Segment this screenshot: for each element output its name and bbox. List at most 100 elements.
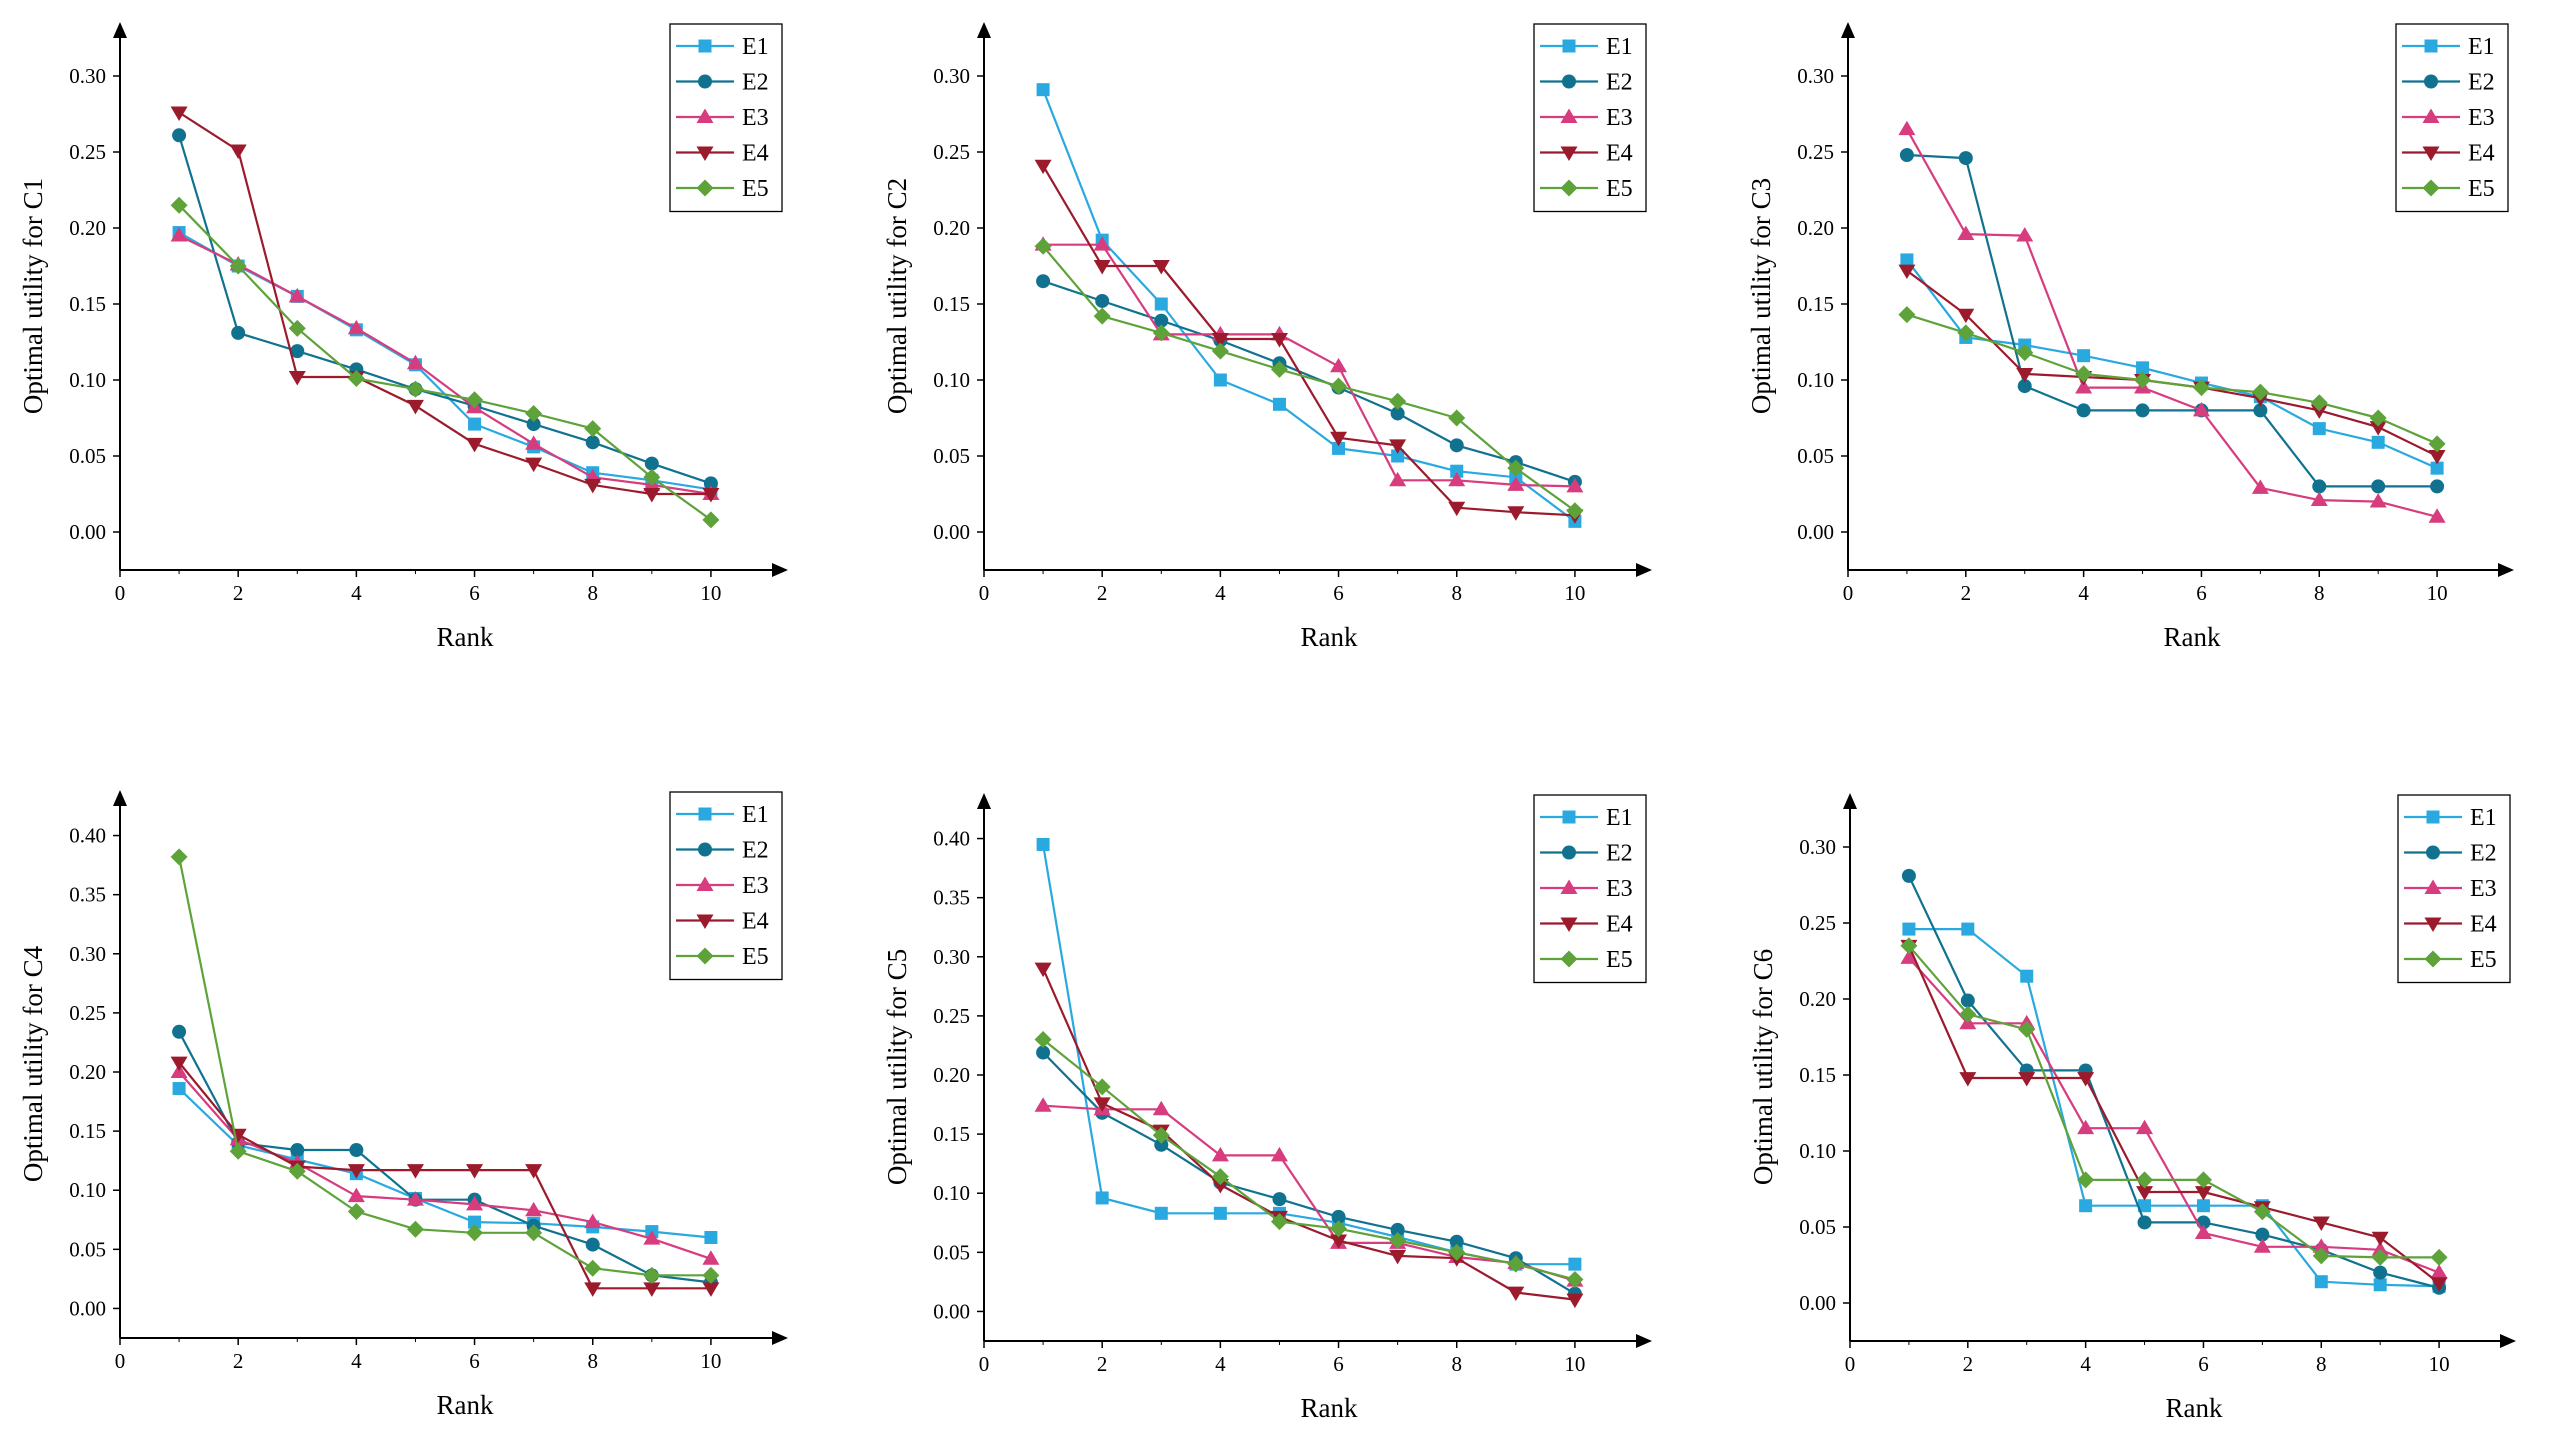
- data-point-e5: [702, 511, 720, 529]
- data-point-e1: [2020, 969, 2034, 983]
- series-e4: [170, 1056, 720, 1297]
- data-point-e2: [2017, 379, 2032, 394]
- data-point-e5: [1898, 306, 1916, 324]
- y-tick-label: 0.20: [69, 216, 106, 240]
- x-axis-arrow: [2500, 1334, 2516, 1348]
- data-point-e1: [172, 1082, 186, 1096]
- legend-marker-e1: [698, 39, 712, 53]
- data-point-e5: [2136, 1171, 2154, 1189]
- data-point-e4: [2077, 1072, 2095, 1087]
- chart-2: 0 2 4 6 8 10 0.00 0.05 0.10 0.15 0.20 0.25 0.30 Rank O…: [882, 22, 1652, 652]
- data-point-e5: [2077, 1171, 2095, 1189]
- legend-marker-e5: [696, 947, 714, 965]
- series-e3: [1034, 236, 1584, 493]
- legend-label-e4: E4: [1606, 141, 1633, 167]
- x-tick-label: 4: [1215, 1352, 1226, 1376]
- legend-marker-e4: [1560, 917, 1578, 932]
- legend-label-e5: E5: [2470, 947, 2497, 973]
- legend-marker-e5: [1560, 950, 1578, 968]
- x-tick-label: 4: [1215, 581, 1226, 605]
- series-e3: [170, 1063, 720, 1265]
- data-point-e1: [1391, 449, 1405, 463]
- y-tick-label: 0.10: [69, 368, 106, 392]
- series-e3: [1898, 120, 2446, 523]
- legend-marker-e4: [696, 146, 714, 161]
- data-point-e3: [2428, 508, 2446, 523]
- data-point-e3: [2369, 493, 2387, 508]
- data-point-e4: [1093, 1097, 1111, 1112]
- legend-label-e4: E4: [2468, 141, 2495, 167]
- series-line-e5: [1906, 313, 2438, 445]
- data-point-e2: [172, 1024, 187, 1039]
- data-point-e5: [1566, 502, 1584, 520]
- data-point-e3: [2016, 227, 2034, 242]
- legend-marker-e2: [698, 74, 712, 89]
- data-point-e5: [2253, 1203, 2271, 1221]
- data-point-e4: [1093, 260, 1111, 275]
- data-point-e2: [1154, 1137, 1169, 1152]
- legend-marker-e5: [2422, 179, 2440, 197]
- data-point-e5: [2194, 1171, 2212, 1189]
- data-point-e2: [2137, 1215, 2152, 1230]
- y-tick-label: 0.10: [1799, 1139, 1836, 1163]
- data-point-e1: [2314, 1275, 2328, 1289]
- data-point-e3: [406, 354, 424, 370]
- data-point-e2: [2430, 479, 2445, 494]
- data-point-e2: [172, 128, 187, 143]
- legend-marker-e2: [2424, 74, 2438, 89]
- data-point-e3: [1330, 357, 1348, 373]
- y-tick-label: 0.30: [69, 64, 106, 88]
- legend-marker-e3: [2424, 879, 2442, 894]
- x-axis-title: Rank: [437, 622, 494, 652]
- legend-label-e4: E4: [1606, 912, 1633, 938]
- data-point-e5: [170, 848, 188, 866]
- data-point-e5: [2310, 394, 2328, 412]
- series-line-e1: [1906, 259, 2438, 470]
- legend-marker-e3: [1560, 879, 1578, 894]
- data-point-e3: [1507, 476, 1525, 491]
- x-axis-arrow: [1636, 563, 1652, 577]
- data-point-e3: [1211, 1146, 1229, 1162]
- data-point-e4: [2312, 1216, 2330, 1231]
- y-tick-label: 0.20: [933, 216, 970, 240]
- data-point-e5: [466, 1224, 484, 1242]
- data-point-e4: [466, 1164, 484, 1179]
- chart-6: 0 2 4 6 8 10 0.00 0.05 0.10 0.15 0.20 0.25 0.30 Rank O…: [1748, 793, 2516, 1423]
- x-tick-label: 2: [233, 1349, 244, 1373]
- data-point-e3: [2310, 491, 2328, 507]
- series-line-e5: [178, 204, 712, 521]
- y-tick-label: 0.25: [69, 1001, 106, 1025]
- data-point-e5: [1211, 1168, 1229, 1186]
- x-tick-label: 8: [2316, 1352, 2327, 1376]
- data-point-e5: [1448, 409, 1466, 427]
- data-point-e4: [1507, 1286, 1525, 1302]
- data-point-e3: [1389, 471, 1407, 487]
- legend-marker-e1: [2424, 39, 2438, 53]
- legend-marker-e5: [696, 179, 714, 197]
- y-tick-label: 0.30: [933, 64, 970, 88]
- y-tick-label: 0.20: [933, 1063, 970, 1087]
- data-point-e1: [1095, 1191, 1109, 1205]
- x-tick-label: 0: [979, 581, 990, 605]
- data-point-e5: [643, 468, 661, 486]
- y-axis-arrow: [1841, 22, 1855, 38]
- legend-marker-e5: [2424, 950, 2442, 968]
- data-point-e4: [2194, 1186, 2212, 1201]
- series-line-e4: [1906, 269, 2438, 457]
- series-line-e5: [1908, 945, 2440, 1259]
- data-point-e3: [2312, 1238, 2330, 1253]
- y-tick-label: 0.15: [933, 292, 970, 316]
- series-e4: [1034, 962, 1584, 1309]
- data-point-e3: [643, 1230, 661, 1245]
- data-point-e5: [1034, 237, 1052, 255]
- series-line-e1: [178, 231, 712, 491]
- series-e5: [1900, 937, 2448, 1266]
- y-tick-label: 0.15: [69, 1119, 106, 1143]
- data-point-e5: [702, 1266, 720, 1284]
- y-tick-label: 0.10: [1797, 368, 1834, 392]
- y-tick-label: 0.00: [933, 1299, 970, 1323]
- series-e4: [1034, 159, 1584, 524]
- data-point-e5: [525, 404, 543, 422]
- series-e1: [1900, 253, 2444, 475]
- data-point-e3: [1957, 225, 1975, 241]
